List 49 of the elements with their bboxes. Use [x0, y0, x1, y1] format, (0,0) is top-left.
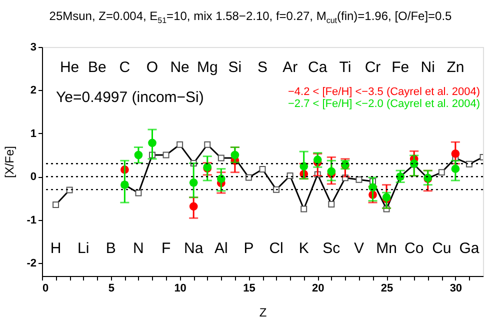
x-tick-label: 0: [42, 282, 49, 294]
annotation: He: [60, 59, 80, 76]
annotation: Be: [88, 59, 106, 76]
annotation: Sc: [322, 240, 341, 257]
x-tick-label: 10: [174, 282, 186, 294]
annotation: Ne: [170, 59, 190, 76]
y-tick-label: 3: [30, 42, 36, 54]
annotation: Ga: [459, 240, 480, 257]
annotation: Al: [214, 240, 228, 257]
annotation: Cr: [364, 59, 381, 76]
annotation: Ca: [308, 59, 328, 76]
annotation: Ar: [282, 59, 298, 76]
annotation: H: [50, 240, 62, 257]
annotation: Si: [228, 59, 242, 76]
x-axis-title: Z: [259, 306, 267, 320]
y-tick-label: 0: [30, 171, 36, 184]
annotation: Na: [184, 240, 204, 257]
x-tick-label: 30: [450, 282, 462, 294]
y-tick-label: 1: [30, 128, 36, 140]
annotation: Ti: [339, 59, 352, 76]
annotation: Cu: [432, 240, 452, 257]
annotation: P: [244, 240, 254, 257]
annotation: Mn: [376, 240, 397, 257]
annotation: V: [354, 240, 364, 257]
annotation: Ni: [420, 59, 435, 76]
x-tick-label: 15: [243, 282, 256, 294]
y-tick-label: -2: [26, 258, 36, 270]
annotation: C: [119, 59, 130, 76]
annotation: Li: [78, 240, 90, 257]
y-tick-label: -1: [26, 214, 36, 226]
x-tick-label: 20: [312, 282, 324, 294]
text: −4.2 < [Fe/H] <−3.5 (Cayrel et al. 2004): [288, 86, 480, 98]
annotation: Co: [404, 240, 424, 257]
annotation: Ye=0.4997 (incom−Si): [56, 89, 204, 106]
annotation: N: [133, 240, 144, 257]
annotation: S: [257, 59, 268, 76]
annotation: Fe: [392, 59, 410, 76]
y-tick-label: 2: [30, 84, 36, 97]
x-tick-label: 5: [108, 282, 114, 294]
annotation: F: [161, 240, 171, 257]
annotation: Zn: [446, 59, 464, 76]
annotation: K: [298, 240, 309, 257]
annotation: B: [106, 240, 116, 257]
text: −2.7 < [Fe/H] <−2.0 (Cayrel et al. 2004): [288, 98, 480, 110]
annotation: O: [146, 59, 158, 76]
x-tick-label: 25: [380, 282, 394, 294]
annotation: Mg: [196, 59, 218, 76]
y-axis-title: [X/Fe]: [2, 146, 17, 178]
annotation: Cl: [269, 240, 284, 257]
